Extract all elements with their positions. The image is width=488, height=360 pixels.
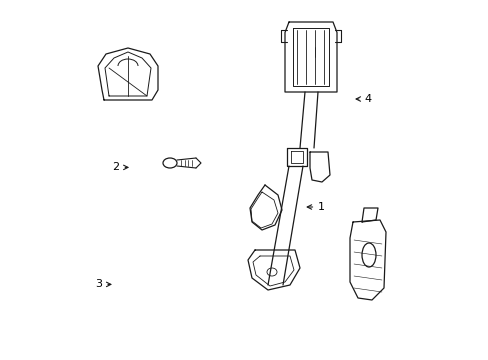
Ellipse shape <box>266 268 276 276</box>
Ellipse shape <box>361 243 375 267</box>
Text: 3: 3 <box>95 279 111 289</box>
Text: 2: 2 <box>112 162 128 172</box>
Ellipse shape <box>163 158 177 168</box>
Text: 4: 4 <box>355 94 371 104</box>
Text: 1: 1 <box>306 202 325 212</box>
